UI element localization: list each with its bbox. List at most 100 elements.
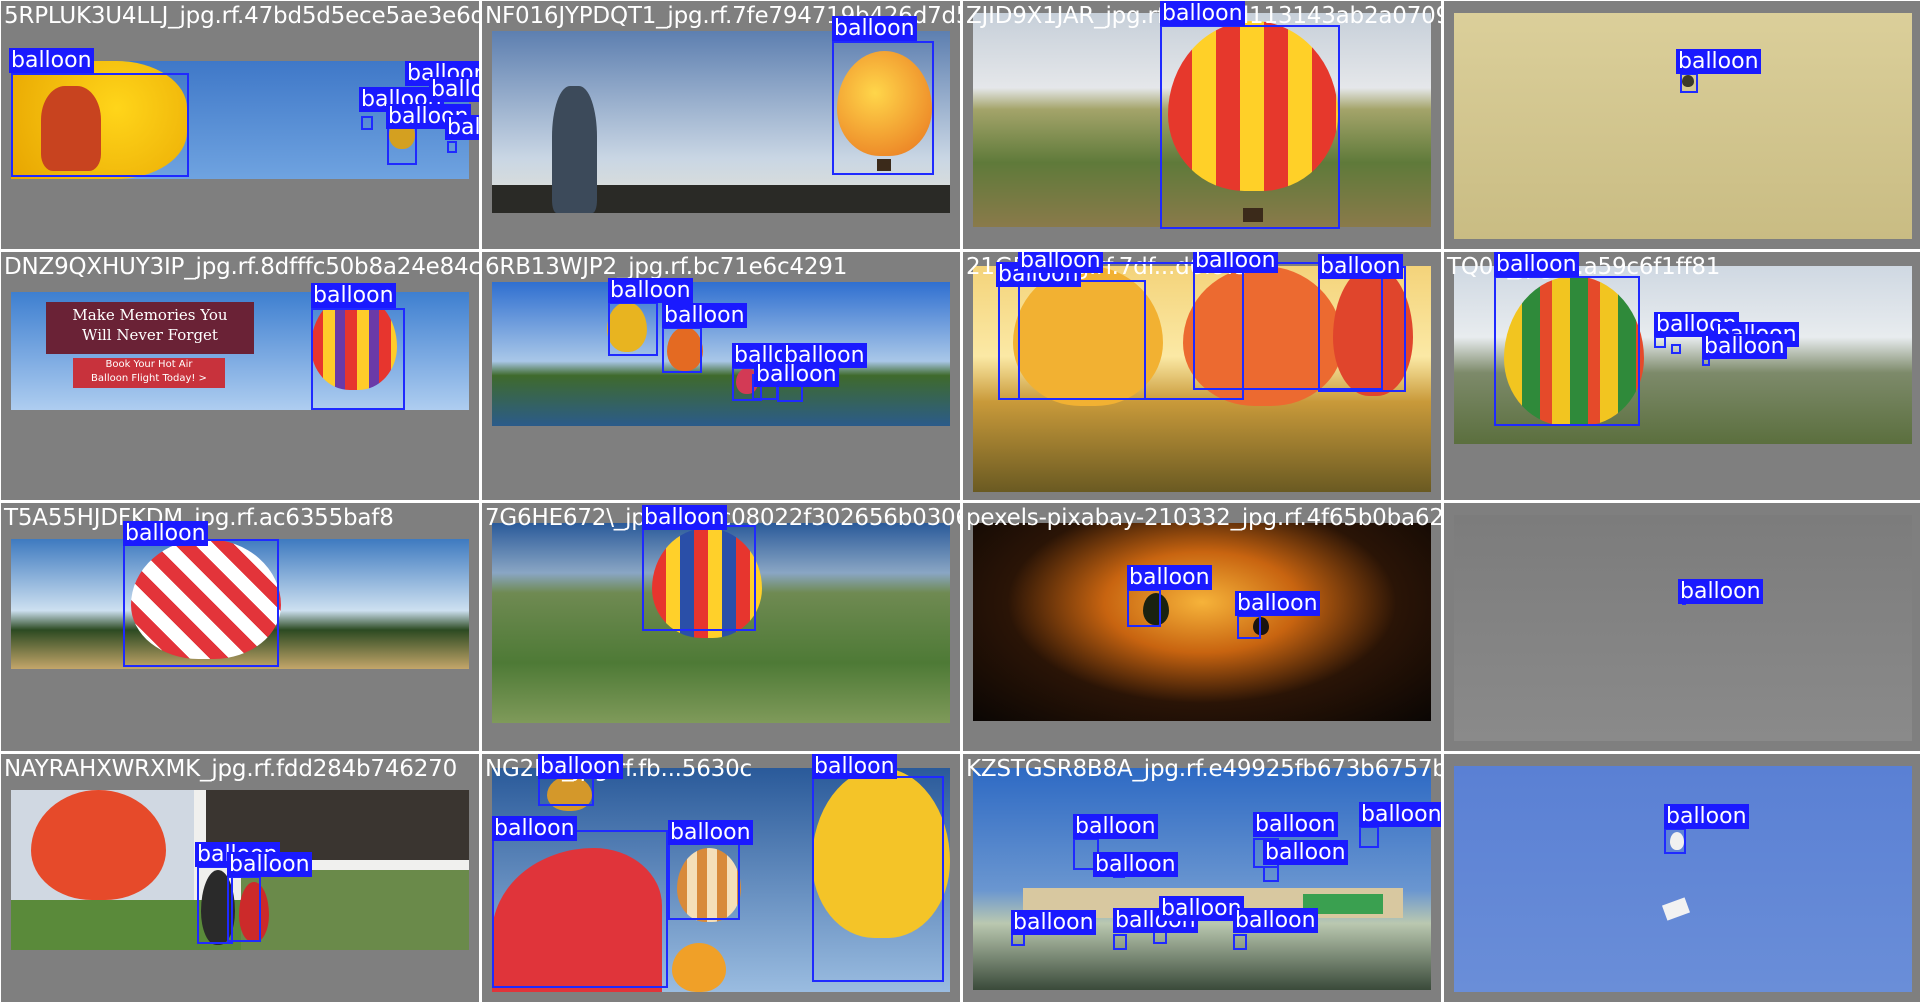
tile: 21G5R_jpg.rf.7df...d6f9f5 balloon balloo… (963, 252, 1441, 500)
photo (1454, 766, 1912, 992)
detection-label: balloon (1494, 252, 1579, 277)
promo-cta-line2: Balloon Flight Today! > (91, 373, 207, 384)
detection-box (1127, 589, 1161, 627)
detection-label: balloon (1318, 254, 1403, 279)
detection-box (1702, 358, 1710, 366)
tile: NF016JYPDQT1_jpg.rf.7fe794719b426d7d5e3c… (482, 1, 960, 249)
tile: ZJID9X1JAR_jpg.rf.f7aabd113143ab2a0709 b… (963, 1, 1441, 249)
detection-label: balloon (1233, 908, 1318, 933)
detection-box (1359, 826, 1379, 848)
promo-subheadline: Will Never Forget (82, 326, 218, 344)
detection-label: balloon (123, 521, 208, 546)
detection-box (1160, 25, 1340, 229)
detection-label: balloon (812, 754, 897, 779)
detection-box (662, 327, 702, 373)
photo (492, 31, 950, 213)
tile: balloon (1444, 503, 1920, 751)
image-filename: KZSTGSR8B8A_jpg.rf.e49925fb673b6757b589 (966, 756, 1441, 782)
photo (11, 539, 469, 669)
photo (973, 523, 1431, 721)
detection-label: balloon (1359, 802, 1441, 827)
detection-label: balloon (1678, 579, 1763, 604)
detection-box (832, 41, 934, 175)
detection-label: balloon (492, 816, 577, 841)
photo (492, 768, 950, 992)
detection-label: balloon (1018, 252, 1103, 273)
detection-box (197, 866, 233, 944)
detection-label: balloon (311, 283, 396, 308)
photo (973, 266, 1431, 492)
detection-label: balloon (538, 754, 623, 779)
image-filename: 6RB13WJP2_jpg.rf.bc71e6c4291 (485, 254, 848, 280)
tile: pexels-pixabay-210332_jpg.rf.4f65b0ba625… (963, 503, 1441, 751)
detection-box (11, 73, 189, 177)
photo (1454, 266, 1912, 444)
detection-box (1654, 336, 1666, 348)
detection-box (1233, 934, 1247, 950)
detection-box (1237, 615, 1261, 639)
detection-box (387, 127, 417, 165)
tile: KZSTGSR8B8A_jpg.rf.e49925fb673b6757b589 … (963, 754, 1441, 1002)
detection-box (227, 876, 261, 942)
detection-box (447, 141, 457, 153)
detection-box (1664, 828, 1686, 854)
photo (1454, 13, 1912, 239)
tile: 6RB13WJP2_jpg.rf.bc71e6c4291 balloon bal… (482, 252, 960, 500)
detection-box (1671, 344, 1681, 354)
detection-box (1193, 262, 1383, 390)
tile: NG2P8_jpg.rf.fb...5630c balloon balloon … (482, 754, 960, 1002)
photo (1454, 515, 1912, 741)
promo-cta-line1: Book Your Hot Air (105, 359, 193, 370)
detection-label: balloon (832, 16, 917, 41)
detection-box (311, 308, 405, 410)
detection-label: balloon (1664, 804, 1749, 829)
detection-box (1494, 276, 1640, 426)
photo: Make Memories You Will Never Forget Book… (11, 292, 469, 410)
detection-label: balloon (1011, 910, 1096, 935)
tile: Make Memories You Will Never Forget Book… (1, 252, 479, 500)
detection-label: balloon (1093, 852, 1178, 877)
detection-box (1680, 73, 1698, 93)
image-filename: 5RPLUK3U4LLJ_jpg.rf.47bd5d5ece5ae3e6d1f (4, 3, 479, 29)
detection-label: balloon (429, 77, 479, 102)
detection-box (361, 116, 373, 130)
tile: 5RPLUK3U4LLJ_jpg.rf.47bd5d5ece5ae3e6d1f … (1, 1, 479, 249)
detection-label: balloon (1702, 334, 1787, 359)
detection-box (1018, 262, 1244, 400)
detection-label: balloon (662, 303, 747, 328)
detection-label: balloon (445, 115, 479, 140)
detection-label: balloon (1073, 814, 1158, 839)
detection-box (1113, 934, 1127, 950)
photo (492, 523, 950, 723)
detection-label: balloon (608, 278, 693, 303)
detection-box (642, 525, 756, 631)
tile: TQ01_jpg.rf.a59c6f1ff81 balloon balloon … (1444, 252, 1920, 500)
image-filename: pexels-pixabay-210332_jpg.rf.4f65b0ba625… (966, 505, 1441, 531)
detection-label: balloon (9, 48, 94, 73)
detection-label: balloon (1160, 1, 1245, 26)
detection-box (492, 830, 668, 988)
photo (973, 768, 1431, 990)
detection-label: balloon (1159, 896, 1244, 921)
tile: balloon (1444, 754, 1920, 1002)
detection-label: balloon (227, 852, 312, 877)
detection-label: balloon (668, 820, 753, 845)
tile: 7G6HE672\_jpg.rf.45c08022f302656b0306 ba… (482, 503, 960, 751)
detection-label: balloon (754, 362, 839, 387)
tile: NAYRAHXWRXMK_jpg.rf.fdd284b746270 balloo… (1, 754, 479, 1002)
tile: balloon (1444, 1, 1920, 249)
detection-box (1263, 866, 1279, 882)
tile: T5A55HJDFKDM_jpg.rf.ac6355baf8 balloon (1, 503, 479, 751)
image-filename: NAYRAHXWRXMK_jpg.rf.fdd284b746270 (4, 756, 458, 782)
detection-label: balloon (1253, 812, 1338, 837)
image-filename: DNZ9QXHUY3IP_jpg.rf.8dfffc50b8a24e84c51 (4, 254, 479, 280)
detection-box (123, 539, 279, 667)
detection-box (1318, 266, 1406, 392)
photo (973, 13, 1431, 227)
detection-label: balloon (1127, 565, 1212, 590)
detection-label: balloon (642, 505, 727, 530)
detection-label: balloon (1263, 840, 1348, 865)
detection-label: balloon (1193, 252, 1278, 273)
detection-label: balloon (1235, 591, 1320, 616)
